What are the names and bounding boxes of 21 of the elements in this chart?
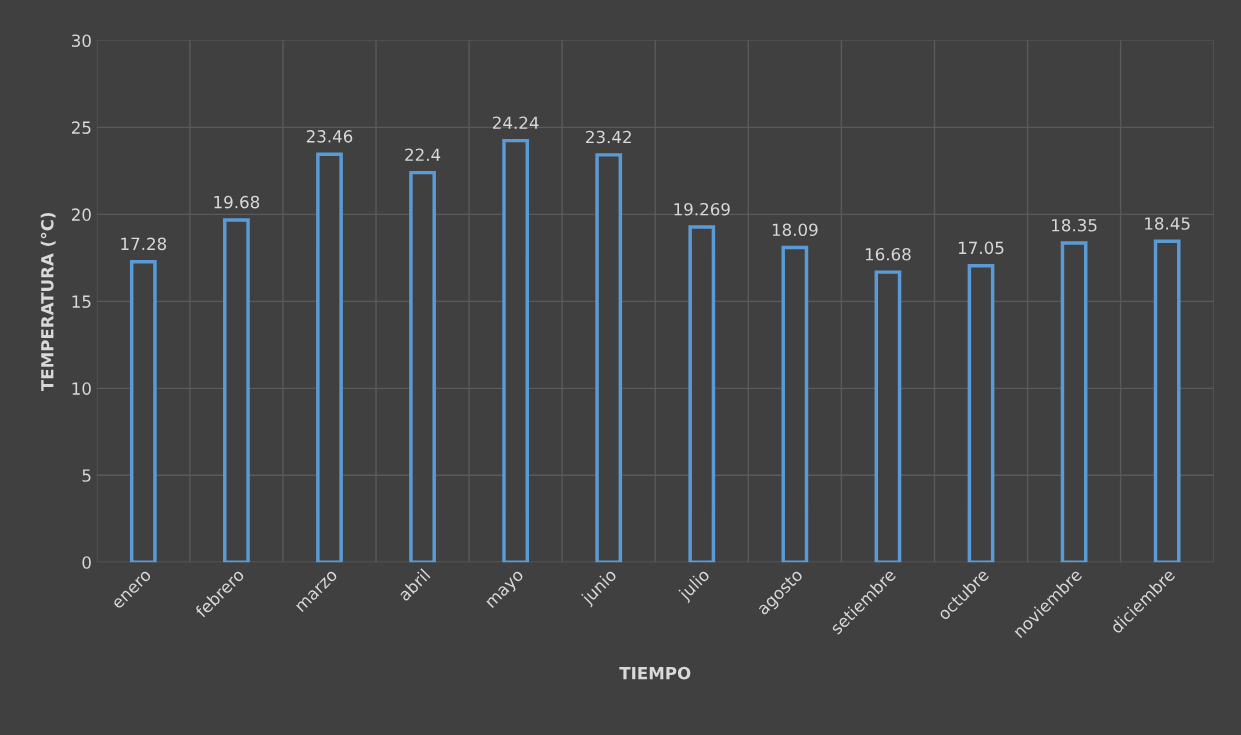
- data-label: 23.46: [306, 130, 353, 143]
- data-label: 18.09: [772, 223, 818, 237]
- data-label: 22.4: [405, 148, 441, 161]
- y-tick-label: 15: [72, 295, 91, 308]
- data-label: 23.42: [586, 130, 631, 144]
- data-label: 18.35: [1052, 218, 1097, 232]
- y-tick-label: 5: [82, 469, 91, 482]
- data-label: 18.45: [1145, 217, 1190, 230]
- y-tick-label: 0: [82, 556, 91, 569]
- data-label: 24.24: [493, 116, 539, 129]
- y-tick-label: 30: [72, 34, 91, 47]
- data-label: 19.68: [214, 195, 260, 209]
- x-axis-title: TIEMPO: [619, 666, 691, 680]
- y-tick-label: 25: [71, 121, 91, 134]
- y-axis-title: TEMPERATURA (°C): [40, 212, 56, 392]
- data-label: 17.05: [958, 241, 1004, 255]
- data-label: 17.28: [121, 237, 167, 251]
- y-tick-label: 20: [71, 208, 91, 221]
- y-tick-label: 10: [72, 382, 91, 395]
- data-label: 19.269: [674, 202, 730, 216]
- data-label: 16.68: [865, 247, 911, 261]
